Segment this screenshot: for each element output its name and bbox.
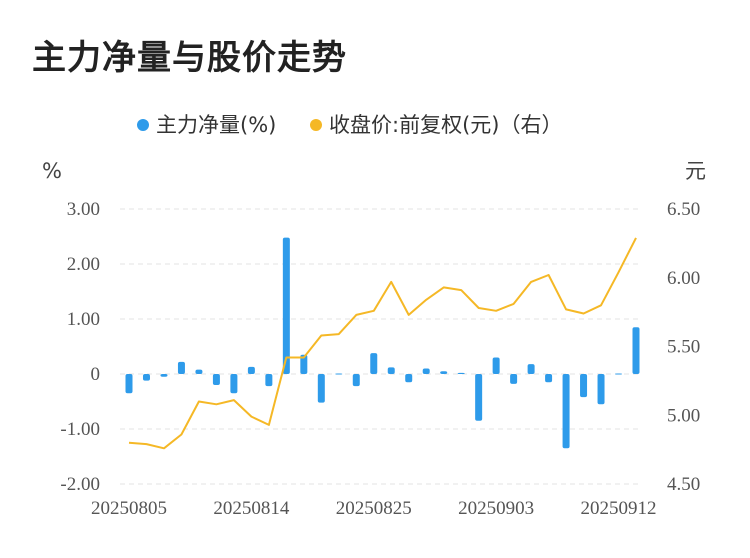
bar: [352, 374, 360, 387]
bar: [440, 371, 448, 374]
price-line: [128, 237, 637, 450]
bar: [510, 374, 518, 384]
left-axis-ticks: 3.00 2.00 1.00 0 -1.00 -2.00: [60, 199, 100, 495]
bar: [247, 366, 255, 374]
bar: [230, 374, 238, 394]
chart-title: 主力净量与股价走势: [32, 38, 347, 78]
right-tick-label: 6.00: [667, 268, 700, 289]
right-tick-label: 4.50: [667, 474, 700, 495]
bar: [580, 374, 588, 398]
left-tick-label: 0: [91, 364, 101, 385]
bar: [212, 374, 220, 385]
bar: [545, 374, 553, 383]
bar: [422, 368, 430, 374]
legend-label-bars: 主力净量(%): [156, 113, 276, 137]
bar: [597, 374, 605, 405]
bar: [160, 374, 168, 377]
left-tick-label: 2.00: [67, 254, 100, 275]
right-axis-ticks: 6.50 6.00 5.50 5.00 4.50: [667, 199, 700, 495]
left-tick-label: -2.00: [60, 474, 100, 495]
bar: [142, 374, 150, 381]
bar: [177, 361, 185, 374]
bar: [475, 374, 483, 421]
x-tick-label: 20250814: [213, 498, 290, 519]
bar: [370, 353, 378, 374]
legend[interactable]: 主力净量(%) 收盘价:前复权(元)（右）: [137, 113, 562, 137]
gridlines: [120, 208, 642, 485]
right-tick-label: 6.50: [667, 199, 700, 220]
bar: [405, 374, 413, 383]
bar: [562, 374, 570, 449]
left-tick-label: 3.00: [67, 199, 100, 220]
bar: [492, 357, 500, 374]
legend-label-line: 收盘价:前复权(元)（右）: [329, 113, 562, 137]
left-axis-unit: %: [42, 159, 62, 183]
left-tick-label: -1.00: [60, 419, 100, 440]
bar: [282, 237, 290, 374]
legend-marker-bars: [137, 119, 149, 131]
bar: [527, 364, 535, 374]
bar-series: [125, 237, 640, 449]
x-tick-label: 20250805: [91, 498, 167, 519]
x-tick-label: 20250912: [581, 498, 657, 519]
bar: [335, 373, 343, 375]
left-tick-label: 1.00: [67, 309, 100, 330]
right-axis-unit: 元: [685, 159, 706, 183]
right-tick-label: 5.50: [667, 337, 700, 358]
x-tick-label: 20250825: [336, 498, 412, 519]
x-tick-label: 20250903: [458, 498, 534, 519]
bar: [457, 372, 465, 374]
legend-marker-line: [310, 119, 322, 131]
bar: [125, 374, 133, 394]
bar: [265, 374, 273, 387]
bar: [195, 369, 203, 374]
bar: [317, 374, 325, 403]
line-series: [128, 237, 637, 450]
bar: [615, 373, 623, 375]
x-axis-ticks: 20250805 20250814 20250825 20250903 20250912: [91, 498, 657, 519]
bar: [632, 327, 640, 374]
right-tick-label: 5.00: [667, 405, 700, 426]
bar: [300, 354, 308, 374]
bar: [387, 367, 395, 374]
